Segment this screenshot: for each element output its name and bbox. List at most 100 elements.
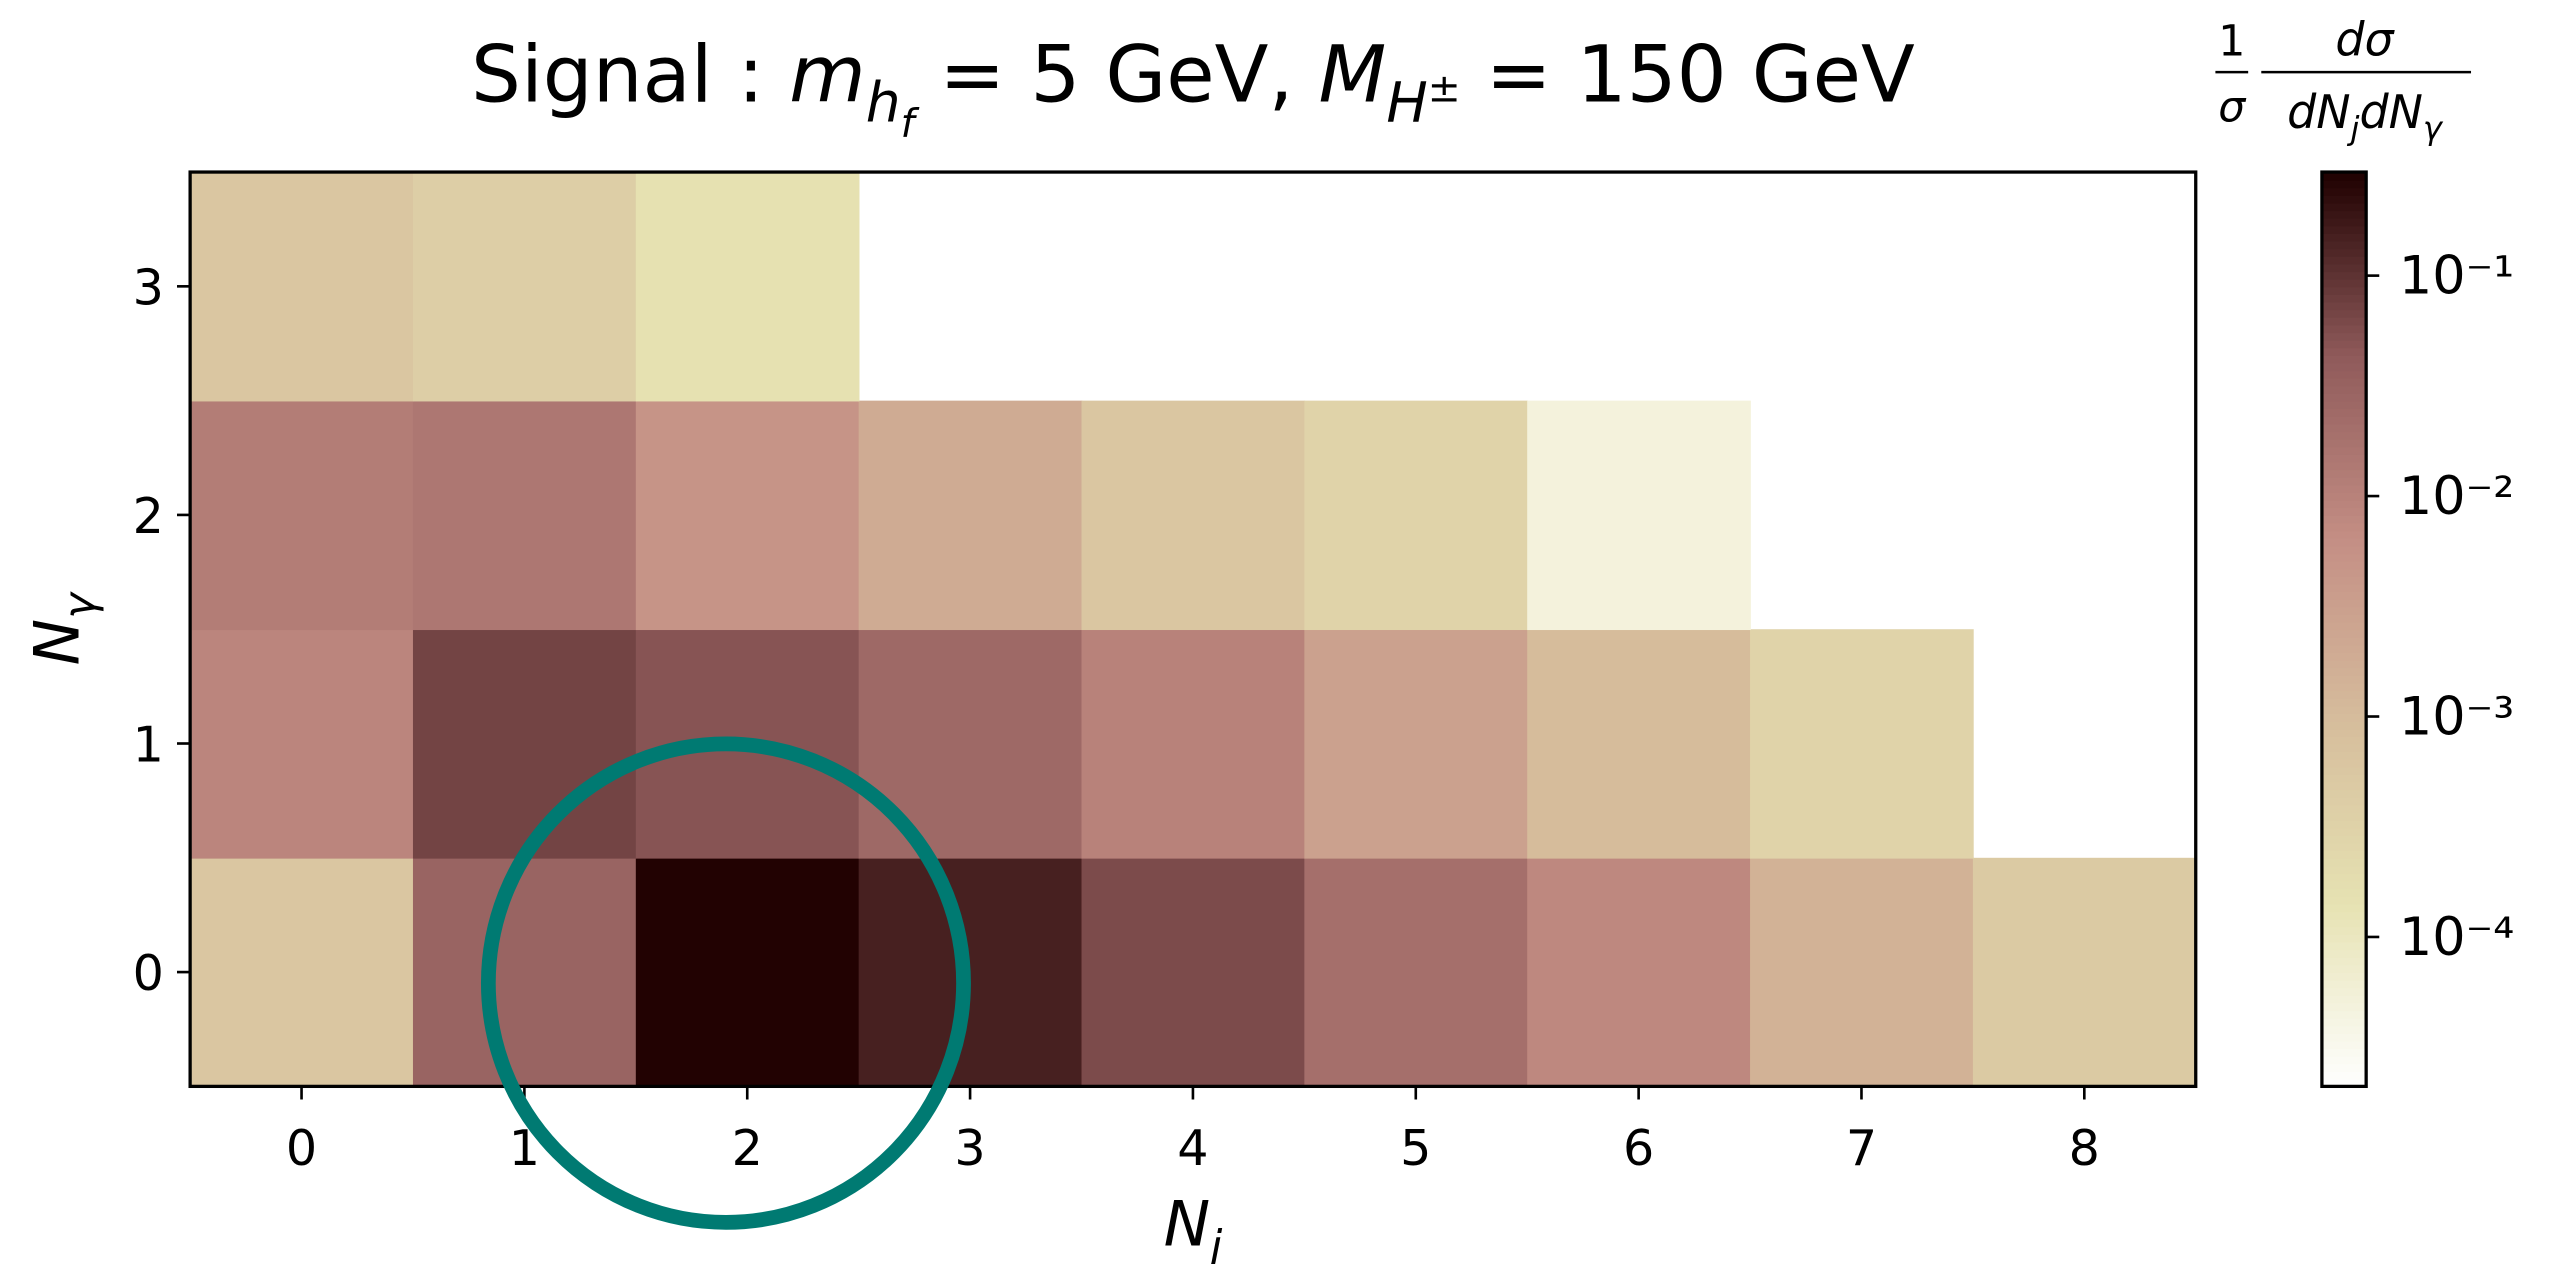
x-tick-label: 3 xyxy=(954,1119,985,1177)
colorbar-swatch xyxy=(2321,453,2367,463)
colorbar-swatch xyxy=(2321,553,2367,562)
colorbar-swatch xyxy=(2321,187,2367,196)
colorbar-swatch xyxy=(2321,1025,2367,1035)
colorbar-label-num: dσ xyxy=(2335,13,2395,67)
colorbar-swatch xyxy=(2321,446,2367,455)
heatmap-cell xyxy=(412,629,637,859)
colorbar-swatch xyxy=(2321,484,2367,494)
colorbar-swatch xyxy=(2321,804,2367,814)
text-segment: h xyxy=(866,70,901,134)
text-segment: Signal : xyxy=(471,29,789,121)
colorbar-swatch xyxy=(2321,1040,2367,1050)
chart-title: Signal : mhf = 5 GeV, MH± = 150 GeV xyxy=(471,29,1915,147)
colorbar-swatch xyxy=(2321,652,2367,661)
colorbar-swatch xyxy=(2321,271,2367,280)
colorbar-swatch xyxy=(2321,613,2367,623)
colorbar-swatch xyxy=(2321,926,2367,935)
colorbar-swatch xyxy=(2321,994,2367,1004)
colorbar-swatch xyxy=(2321,796,2367,806)
heatmap-cell xyxy=(1081,400,1306,631)
colorbar-swatch xyxy=(2321,751,2367,760)
colorbar-swatch xyxy=(2321,911,2367,920)
x-tick-label: 0 xyxy=(286,1119,317,1177)
colorbar-swatch xyxy=(2321,362,2367,372)
colorbar-swatch xyxy=(2321,972,2367,981)
colorbar-swatch xyxy=(2321,918,2367,928)
colorbar-swatch xyxy=(2321,583,2367,593)
x-tick-label: 5 xyxy=(1400,1119,1431,1177)
heatmap-cell xyxy=(1304,857,1529,1088)
colorbar-swatch xyxy=(2321,431,2367,440)
colorbar-frame xyxy=(2320,170,2368,1089)
colorbar-swatch xyxy=(2321,530,2367,539)
colorbar-swatch xyxy=(2321,560,2367,570)
colorbar-swatch xyxy=(2321,827,2367,836)
colorbar-swatch xyxy=(2321,522,2367,532)
x-tick-label: 2 xyxy=(732,1119,763,1177)
x-tick-label: 8 xyxy=(2069,1119,2100,1177)
colorbar-swatch xyxy=(2321,789,2367,798)
y-tick-label: 3 xyxy=(133,258,164,316)
colorbar-swatch xyxy=(2321,385,2367,394)
colorbar-swatch xyxy=(2321,888,2367,897)
heatmap-cell xyxy=(858,629,1083,859)
colorbar-swatch xyxy=(2321,537,2367,547)
colorbar-swatch xyxy=(2321,979,2367,989)
text-segment: = 5 GeV, xyxy=(914,29,1318,121)
text-segment: ± xyxy=(1428,67,1461,112)
heatmap-cell xyxy=(190,400,414,631)
y-axis-label: Nγ xyxy=(21,591,106,666)
heatmap-cell xyxy=(1527,629,1751,859)
colorbar-swatch xyxy=(2321,949,2367,958)
colorbar-swatch xyxy=(2321,514,2367,524)
x-tick-label: 4 xyxy=(1177,1119,1208,1177)
heatmap-cell xyxy=(1527,400,1751,631)
colorbar-swatch xyxy=(2321,606,2367,615)
colorbar-swatch xyxy=(2321,347,2367,356)
colorbar-swatch xyxy=(2321,423,2367,433)
colorbar-swatch xyxy=(2321,225,2367,234)
text-segment: j xyxy=(2347,109,2360,147)
colorbar-swatch xyxy=(2321,1017,2367,1027)
text-segment: M xyxy=(1318,29,1386,121)
colorbar-swatch xyxy=(2321,202,2367,212)
colorbar-tick-label: 10⁻² xyxy=(2399,466,2514,527)
heatmap-cell xyxy=(858,400,1083,631)
colorbar-swatch xyxy=(2321,377,2367,387)
text-segment: γ xyxy=(2423,109,2444,147)
colorbar-swatch xyxy=(2321,1010,2367,1019)
colorbar-swatch xyxy=(2321,476,2367,486)
colorbar-swatch xyxy=(2321,233,2367,242)
colorbar-swatch xyxy=(2321,499,2367,509)
colorbar-swatch xyxy=(2321,507,2367,516)
colorbar-swatch xyxy=(2321,408,2367,417)
colorbar-label-factor-den: σ xyxy=(2218,82,2247,132)
colorbar-swatch xyxy=(2321,880,2367,890)
text-segment: m xyxy=(789,29,866,121)
colorbar-swatch xyxy=(2321,636,2367,646)
colorbar-swatch xyxy=(2321,332,2367,341)
text-segment: j xyxy=(1205,1222,1223,1264)
colorbar-swatch xyxy=(2321,591,2367,600)
text-segment: γ xyxy=(55,591,105,619)
colorbar-swatch xyxy=(2321,210,2367,219)
heatmap-cell xyxy=(635,172,860,402)
colorbar-swatch xyxy=(2321,194,2367,204)
colorbar-tick-label: 10⁻⁴ xyxy=(2399,907,2514,968)
colorbar-swatch xyxy=(2321,598,2367,608)
colorbar-swatch xyxy=(2321,758,2367,768)
colorbar-swatch xyxy=(2321,469,2367,478)
colorbar-swatch xyxy=(2321,316,2367,326)
colorbar-swatch xyxy=(2321,172,2367,181)
heatmap-cell xyxy=(1527,857,1751,1088)
colorbar-swatch xyxy=(2321,1063,2367,1073)
colorbar-swatch xyxy=(2321,1002,2367,1012)
colorbar-swatch xyxy=(2321,438,2367,448)
colorbar-swatch xyxy=(2321,674,2367,684)
colorbar-swatch xyxy=(2321,1048,2367,1057)
colorbar-swatch xyxy=(2321,895,2367,905)
annotation-circle xyxy=(480,736,971,1230)
colorbar-label-den: dNjdNγ xyxy=(2287,85,2444,147)
colorbar-swatch xyxy=(2321,400,2367,410)
colorbar-swatch xyxy=(2321,964,2367,974)
